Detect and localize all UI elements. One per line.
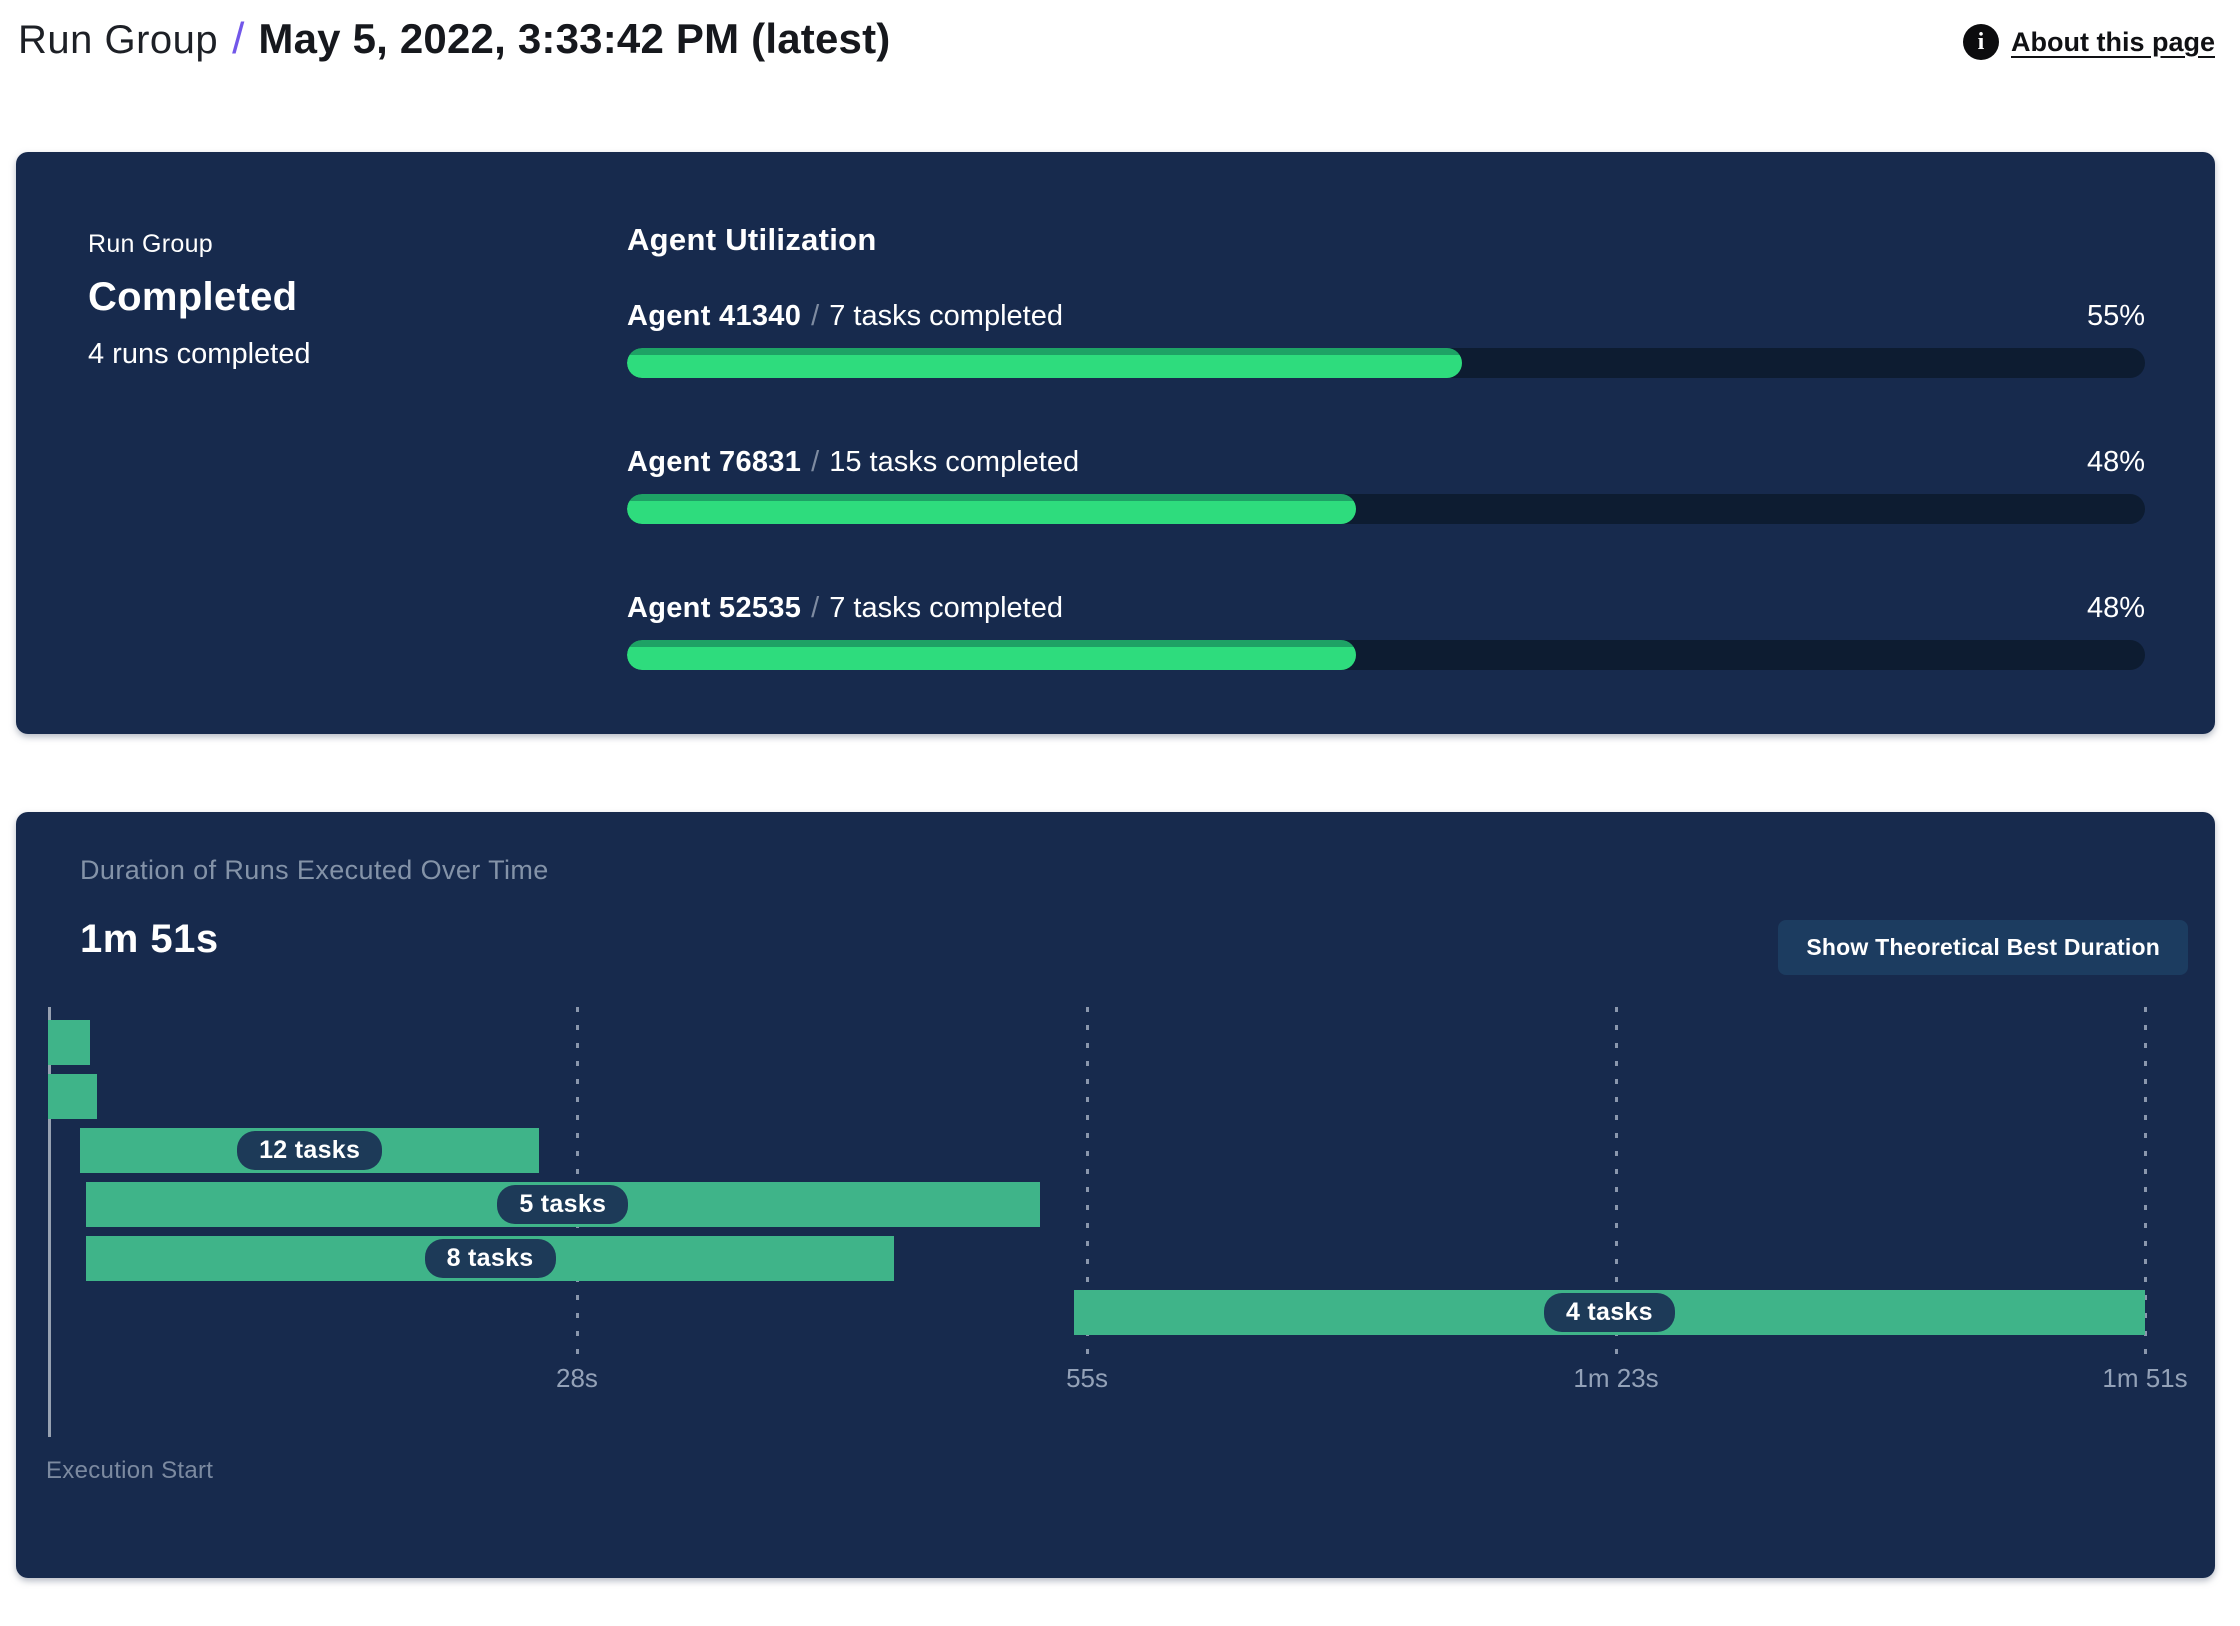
agent-label-separator: / (811, 300, 820, 332)
agent-utilization-progress-track (627, 348, 2145, 378)
agent-rows: Agent 41340 / 7 tasks completed 55% Agen… (627, 300, 2145, 670)
agent-tasks-completed: 7 tasks completed (829, 300, 1063, 332)
agent-name: Agent 41340 (627, 300, 802, 332)
time-gridline (1086, 1007, 1090, 1360)
task-count-badge: 5 tasks (497, 1185, 629, 1224)
time-tick-label: 1m 23s (1573, 1363, 1659, 1393)
agent-label-line: Agent 76831 / 15 tasks completed 48% (627, 446, 2145, 482)
show-theoretical-best-duration-button[interactable]: Show Theoretical Best Duration (1778, 920, 2188, 975)
total-duration-value: 1m 51s (80, 917, 219, 961)
agent-utilization-progress-track (627, 494, 2145, 524)
duration-gantt-chart: Execution Start 28s 55s 1m 23s 1m 51s 12 tas… (16, 812, 2215, 1578)
agent-utilization-row: Agent 52535 / 7 tasks completed 48% (627, 592, 2145, 670)
execution-start-axis-line (48, 1007, 51, 1437)
run-duration-bar[interactable]: 5 tasks (85, 1182, 1040, 1227)
agent-utilization-section: Agent Utilization Agent 41340 / 7 tasks … (627, 222, 2145, 738)
agent-label-line: Agent 52535 / 7 tasks completed 48% (627, 592, 2145, 628)
runs-completed-count: 4 runs completed (88, 338, 311, 370)
agent-utilization-progress-fill (627, 640, 1356, 670)
agent-utilization-percent: 48% (2086, 446, 2145, 478)
time-gridline (1615, 1007, 1619, 1360)
agent-tasks-completed: 7 tasks completed (829, 592, 1063, 624)
run-duration-bar[interactable]: 8 tasks (85, 1236, 895, 1281)
breadcrumb-run-group[interactable]: Run Group (18, 18, 219, 62)
task-count-badge: 4 tasks (1543, 1293, 1675, 1332)
duration-chart-title: Duration of Runs Executed Over Time (80, 855, 549, 885)
info-icon: i (1963, 24, 1999, 60)
page-header: Run Group / May 5, 2022, 3:33:42 PM (lat… (18, 8, 2215, 88)
run-duration-bar[interactable]: 12 tasks (80, 1128, 540, 1173)
run-group-kicker: Run Group (88, 230, 213, 258)
run-group-summary-panel: Run Group Completed 4 runs completed Age… (16, 152, 2215, 734)
agent-name: Agent 76831 (627, 446, 802, 478)
agent-tasks-completed: 15 tasks completed (829, 446, 1080, 478)
time-tick-label: 1m 51s (2102, 1363, 2188, 1393)
agent-label-line: Agent 41340 / 7 tasks completed 55% (627, 300, 2145, 336)
run-duration-bar[interactable] (48, 1020, 90, 1065)
time-tick-label: 55s (1066, 1363, 1109, 1393)
about-this-page-link[interactable]: i About this page (1963, 8, 2215, 60)
agent-utilization-percent: 55% (2086, 300, 2145, 332)
breadcrumb-separator: / (232, 14, 245, 63)
breadcrumb: Run Group / May 5, 2022, 3:33:42 PM (lat… (18, 8, 890, 64)
agent-utilization-row: Agent 41340 / 7 tasks completed 55% (627, 300, 2145, 378)
agent-utilization-percent: 48% (2086, 592, 2145, 624)
agent-utilization-progress-fill (627, 494, 1356, 524)
time-gridline (2144, 1007, 2147, 1360)
time-tick-label: 28s (556, 1363, 598, 1393)
task-count-badge: 12 tasks (237, 1131, 383, 1170)
status-completed: Completed (88, 275, 298, 319)
agent-utilization-title: Agent Utilization (627, 222, 877, 257)
duration-panel: Duration of Runs Executed Over Time 1m 5… (16, 812, 2215, 1578)
about-link-label: About this page (2011, 26, 2215, 57)
task-count-badge: 8 tasks (424, 1239, 556, 1278)
run-group-status-block: Run Group Completed 4 runs completed (88, 230, 310, 371)
agent-utilization-row: Agent 76831 / 15 tasks completed 48% (627, 446, 2145, 524)
agent-label-separator: / (811, 592, 820, 624)
agent-label-separator: / (811, 446, 820, 478)
run-duration-bar[interactable]: 4 tasks (1073, 1290, 2145, 1335)
execution-start-label: Execution Start (46, 1457, 214, 1484)
run-duration-bar[interactable] (48, 1074, 98, 1119)
page-title: May 5, 2022, 3:33:42 PM (latest) (258, 15, 891, 62)
agent-utilization-progress-fill (627, 348, 1462, 378)
agent-utilization-progress-track (627, 640, 2145, 670)
agent-name: Agent 52535 (627, 592, 802, 624)
